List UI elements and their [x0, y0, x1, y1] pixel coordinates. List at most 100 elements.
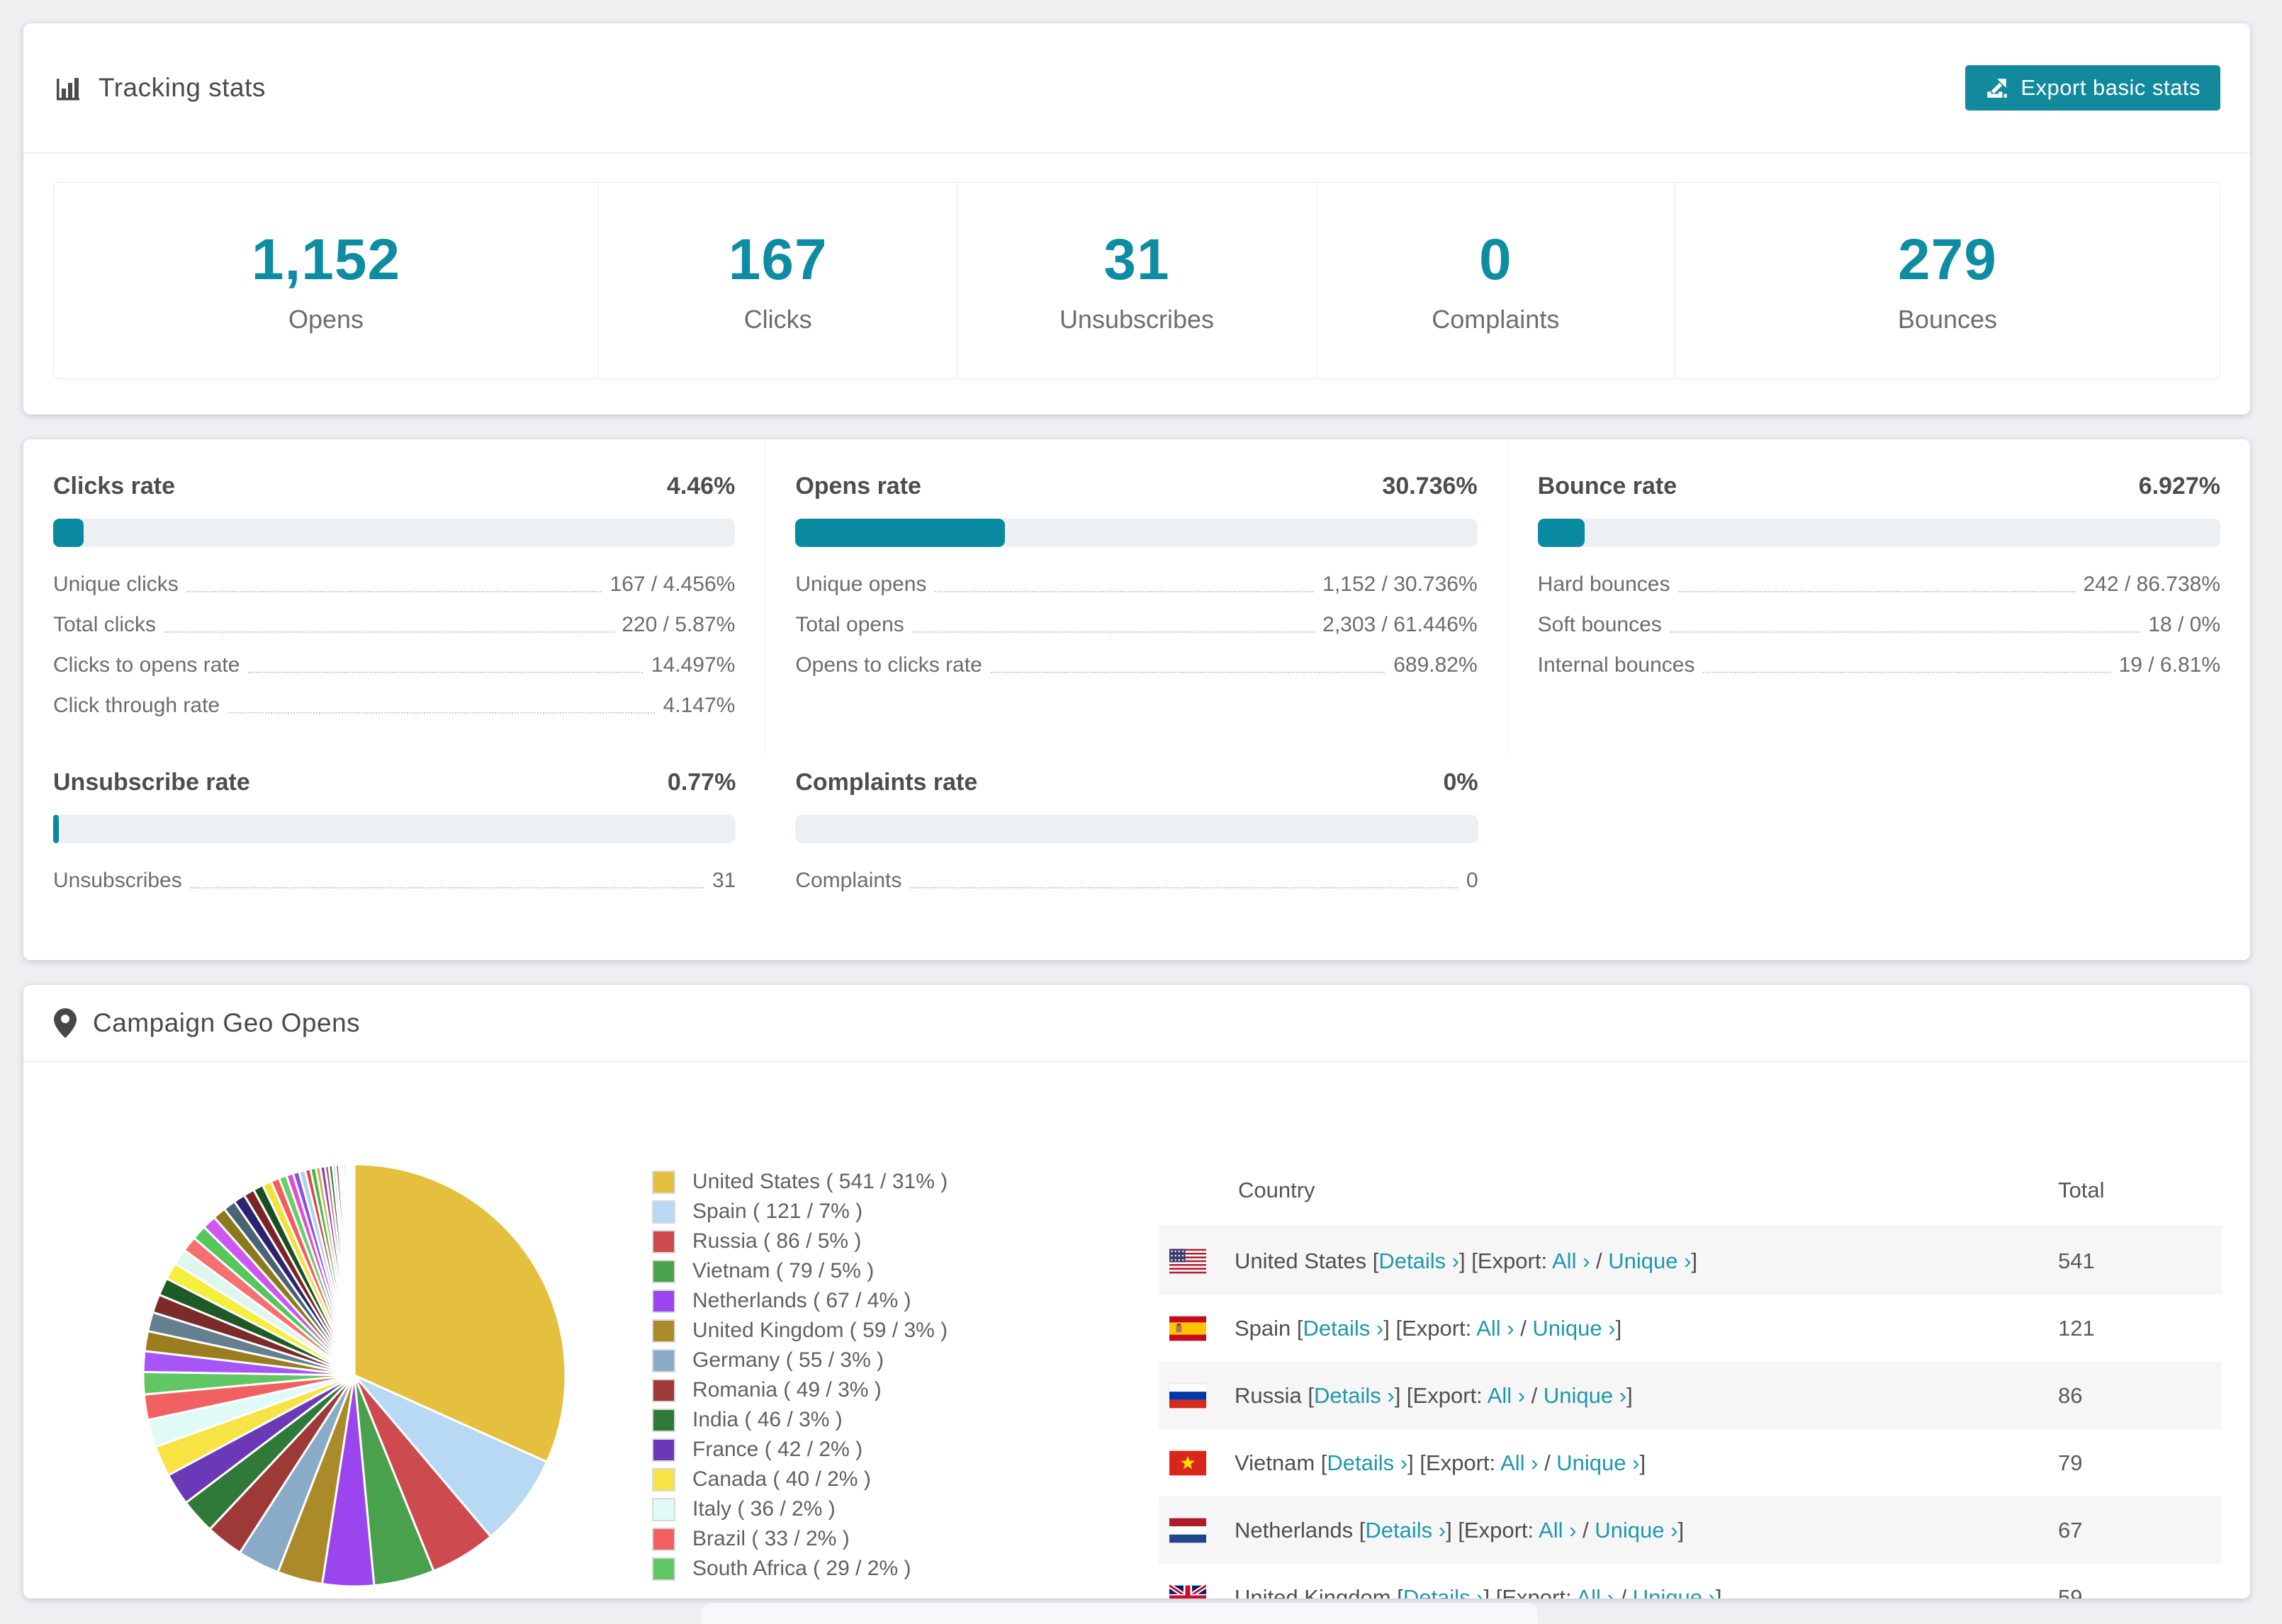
flag-us-icon: [1169, 1248, 1206, 1273]
legend-item-canada[interactable]: Canada ( 40 / 2% ): [652, 1465, 948, 1494]
details-link[interactable]: Details ›: [1403, 1584, 1484, 1599]
legend-item-spain[interactable]: Spain ( 121 / 7% ): [652, 1197, 948, 1227]
legend-item-italy[interactable]: Italy ( 36 / 2% ): [652, 1494, 948, 1524]
flag-nl-icon: [1169, 1518, 1206, 1543]
summary-box-complaints: 0 Complaints: [1315, 182, 1675, 379]
rate-value: 6.927%: [2138, 473, 2220, 500]
rate-progress-track: [1537, 519, 2220, 547]
rate-progress-fill: [1537, 519, 1585, 547]
rate-section-unsubscribe-rate: Unsubscribe rate 0.77% Unsubscribes 31: [23, 755, 765, 930]
export-icon: [1985, 76, 2009, 100]
summary-stats-row: 1,152 Opens 167 Clicks 31 Unsubscribes 0 Compla…: [53, 182, 2220, 379]
rate-value: 0%: [1443, 769, 1478, 796]
rate-title: Opens rate: [795, 473, 921, 500]
details-link[interactable]: Details ›: [1303, 1315, 1384, 1341]
dotted-leader: [935, 591, 1315, 592]
legend-swatch: [652, 1557, 675, 1581]
country-name: Spain: [1235, 1315, 1291, 1341]
rate-section-opens-rate: Opens rate 30.736% Unique opens 1,152 / 30.…: [765, 439, 1508, 755]
legend-swatch: [652, 1319, 675, 1343]
details-link[interactable]: Details ›: [1365, 1517, 1446, 1543]
legend-label: Germany ( 55 / 3% ): [692, 1348, 884, 1372]
summary-value: 167: [728, 227, 828, 292]
dotted-leader: [228, 712, 655, 714]
export-unique-link[interactable]: Unique ›: [1608, 1248, 1692, 1273]
total-cell: 67: [2058, 1517, 2083, 1543]
legend-item-germany[interactable]: Germany ( 55 / 3% ): [652, 1346, 948, 1375]
legend-label: India ( 46 / 3% ): [692, 1408, 843, 1431]
total-cell: 86: [2058, 1382, 2083, 1408]
details-link[interactable]: Details ›: [1327, 1450, 1408, 1475]
rates-grid: Clicks rate 4.46% Unique clicks 167 / 4.456…: [23, 439, 2250, 930]
stat-line-value: 19 / 6.81%: [2118, 653, 2220, 677]
legend-item-united-states[interactable]: United States ( 541 / 31% ): [652, 1167, 948, 1197]
stat-line-label: Hard bounces: [1537, 573, 1670, 596]
stat-line: Unsubscribes 31: [53, 869, 736, 893]
legend-item-france[interactable]: France ( 42 / 2% ): [652, 1435, 948, 1465]
total-cell: 59: [2058, 1584, 2083, 1599]
export-basic-stats-button[interactable]: Export basic stats: [1965, 65, 2220, 111]
export-all-link[interactable]: All ›: [1576, 1584, 1614, 1599]
export-unique-link[interactable]: Unique ›: [1532, 1315, 1616, 1341]
export-all-link[interactable]: All ›: [1487, 1382, 1526, 1408]
export-unique-link[interactable]: Unique ›: [1543, 1382, 1627, 1408]
legend-item-india[interactable]: India ( 46 / 3% ): [652, 1405, 948, 1435]
legend-item-romania[interactable]: Romania ( 49 / 3% ): [652, 1375, 948, 1405]
export-unique-link[interactable]: Unique ›: [1595, 1517, 1678, 1543]
country-name: Netherlands: [1235, 1517, 1354, 1543]
geo-opens-card: Campaign Geo Opens United States ( 541 /…: [23, 985, 2250, 1598]
rate-stat-lines: Unique clicks 167 / 4.456% Total clicks 220…: [53, 573, 735, 718]
export-all-link[interactable]: All ›: [1476, 1315, 1514, 1341]
legend-item-russia[interactable]: Russia ( 86 / 5% ): [652, 1227, 948, 1256]
geo-country-table: Country Total United States [Details ›] …: [1159, 1154, 2222, 1598]
rate-progress-track: [795, 815, 1478, 843]
stat-line: Click through rate 4.147%: [53, 694, 735, 718]
next-card-peek: [702, 1603, 1538, 1624]
country-name: Vietnam: [1235, 1450, 1315, 1475]
stat-line-value: 2,303 / 61.446%: [1322, 613, 1478, 636]
pie-slice-spain[interactable]: [353, 1374, 549, 1538]
legend-swatch: [652, 1378, 675, 1402]
details-link[interactable]: Details ›: [1314, 1382, 1395, 1408]
rate-stat-lines: Unique opens 1,152 / 30.736% Total opens 2,…: [795, 573, 1477, 677]
rate-stat-lines: Complaints 0: [795, 869, 1478, 893]
geo-opens-title: Campaign Geo Opens: [93, 1008, 361, 1037]
rate-value: 4.46%: [666, 473, 736, 500]
summary-label: Bounces: [1897, 305, 1998, 334]
export-unique-link[interactable]: Unique ›: [1556, 1450, 1640, 1475]
legend-label: Spain ( 121 / 7% ): [692, 1200, 863, 1223]
tracking-stats-card: Tracking stats Export basic stats 1,152 O…: [23, 23, 2250, 415]
dotted-leader: [990, 672, 1386, 673]
export-all-link[interactable]: All ›: [1552, 1248, 1590, 1273]
export-all-link[interactable]: All ›: [1539, 1517, 1577, 1543]
legend-label: Russia ( 86 / 5% ): [692, 1229, 862, 1253]
rate-progress-track: [53, 519, 736, 547]
legend-item-vietnam[interactable]: Vietnam ( 79 / 5% ): [652, 1256, 948, 1286]
legend-swatch: [652, 1229, 675, 1253]
stat-line-value: 0: [1466, 869, 1478, 892]
export-all-link[interactable]: All ›: [1500, 1450, 1539, 1475]
stat-line-value: 242 / 86.738%: [2083, 573, 2221, 596]
stat-line-label: Complaints: [795, 869, 902, 892]
legend-label: United States ( 541 / 31% ): [692, 1170, 948, 1193]
pie-slice-united-states[interactable]: [353, 1163, 567, 1463]
legend-item-south-africa[interactable]: South Africa ( 29 / 2% ): [652, 1554, 948, 1584]
summary-box-opens: 1,152 Opens: [53, 182, 600, 379]
dotted-leader: [1678, 591, 2075, 592]
legend-label: United Kingdom ( 59 / 3% ): [692, 1319, 948, 1342]
details-link[interactable]: Details ›: [1378, 1248, 1460, 1273]
rate-value: 30.736%: [1382, 473, 1478, 500]
legend-item-united-kingdom[interactable]: United Kingdom ( 59 / 3% ): [652, 1316, 948, 1346]
stat-line: Unique opens 1,152 / 30.736%: [795, 573, 1477, 597]
legend-swatch: [652, 1259, 675, 1283]
dotted-leader: [248, 672, 643, 673]
legend-item-brazil[interactable]: Brazil ( 33 / 2% ): [652, 1524, 948, 1554]
legend-item-netherlands[interactable]: Netherlands ( 67 / 4% ): [652, 1286, 948, 1316]
export-unique-link[interactable]: Unique ›: [1632, 1584, 1716, 1599]
rate-section-clicks-rate: Clicks rate 4.46% Unique clicks 167 / 4.456…: [23, 439, 766, 755]
flag-ru-icon: [1169, 1382, 1207, 1408]
rate-title: Complaints rate: [795, 769, 978, 796]
dotted-leader: [1703, 672, 2110, 673]
total-cell: 79: [2058, 1450, 2083, 1475]
summary-value: 1,152: [251, 227, 401, 292]
